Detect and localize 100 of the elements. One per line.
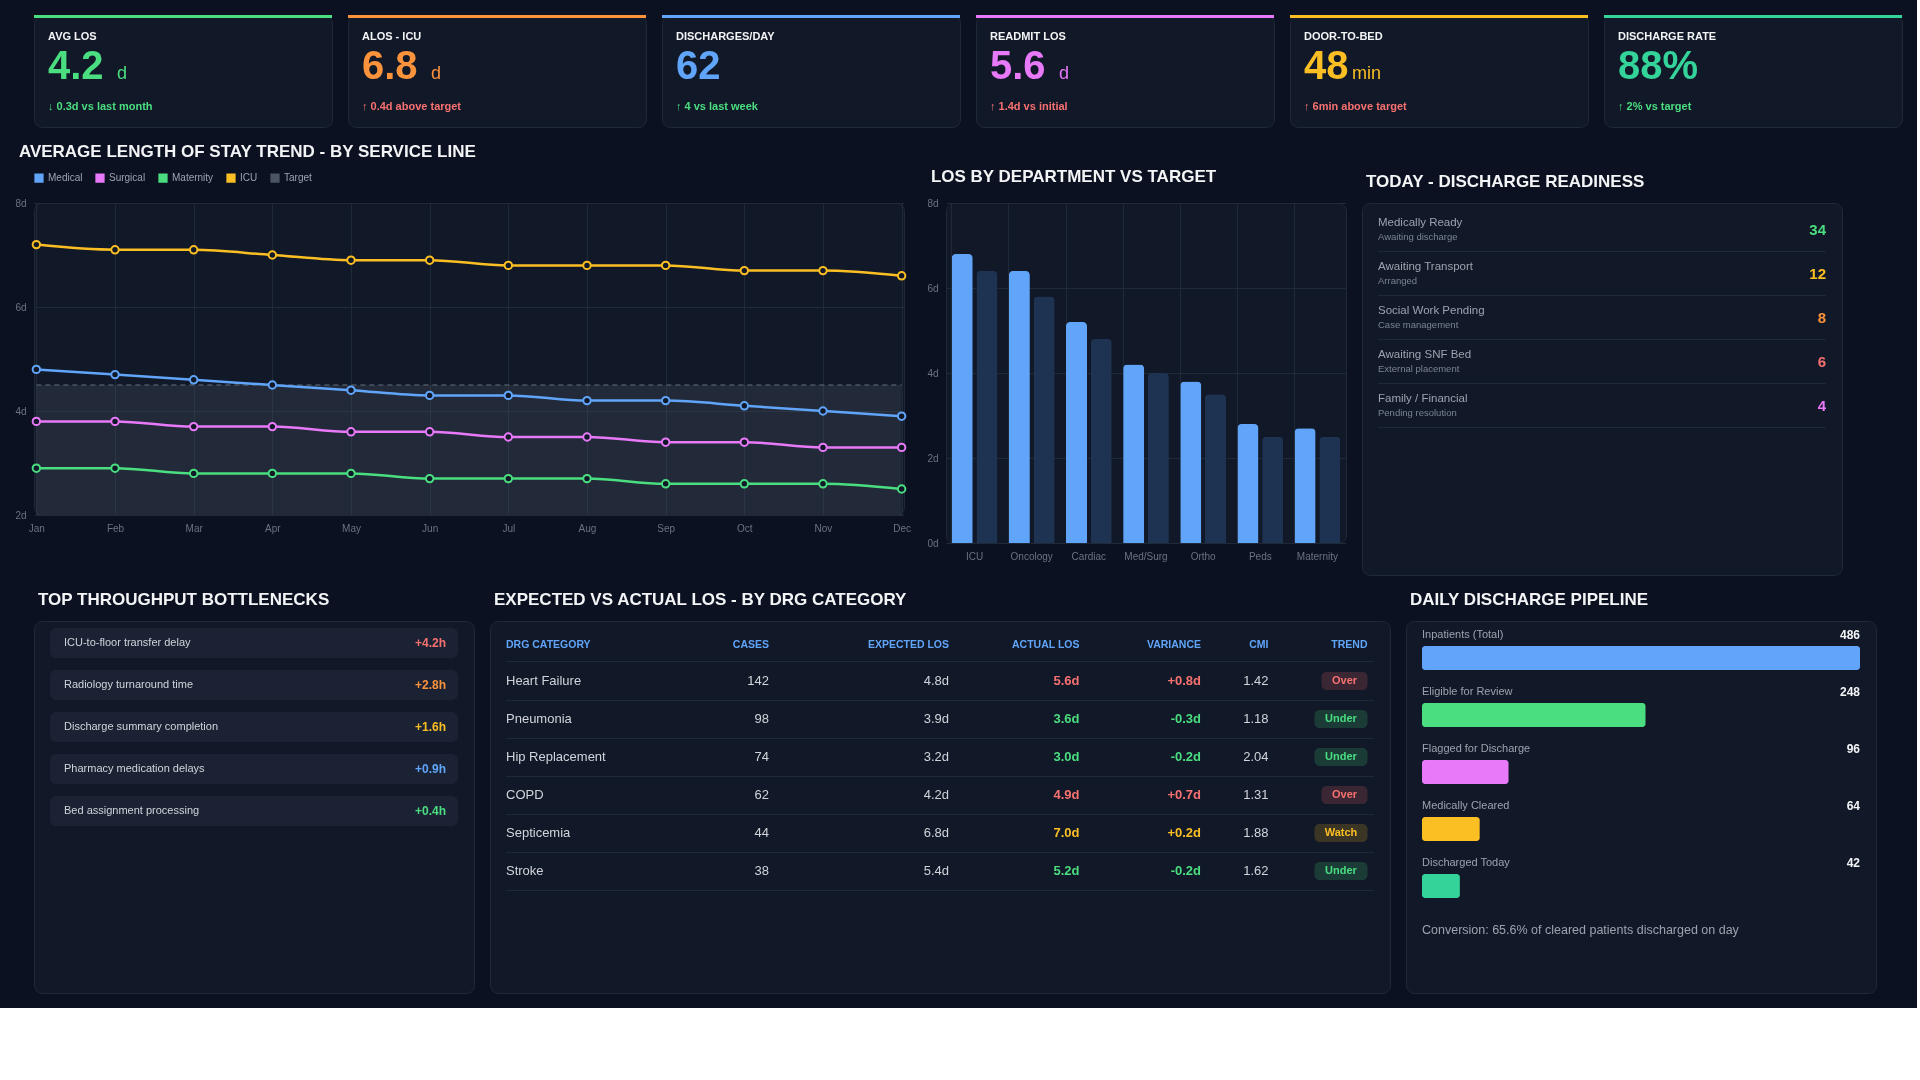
text: d xyxy=(117,63,128,83)
point xyxy=(31,364,42,375)
category-label: Hip Replacement xyxy=(506,749,607,764)
x-tick-label: Oct xyxy=(737,522,753,534)
point xyxy=(110,416,120,427)
point xyxy=(896,411,907,421)
text: EXPECTED VS ACTUAL LOS - BY DRG CATEGORY xyxy=(494,590,908,609)
y-tick-label: 8d xyxy=(15,197,27,209)
data-label: 3.0d xyxy=(1053,749,1080,764)
category-label: ICU-to-floor transfer delay xyxy=(64,636,192,648)
point xyxy=(582,260,592,271)
point xyxy=(267,250,278,260)
legend-label: Maternity xyxy=(172,172,214,184)
data-label: Over xyxy=(1331,674,1358,686)
point xyxy=(110,463,120,473)
text: TODAY - DISCHARGE READINESS xyxy=(1366,172,1645,191)
data-label: 8 xyxy=(1817,309,1826,326)
text: 5.6 xyxy=(990,43,1046,87)
y-tick-label: 4d xyxy=(15,405,27,417)
data-label: 74 xyxy=(754,749,769,764)
data-label: 12 xyxy=(1809,265,1826,282)
chart-title: AVERAGE LENGTH OF STAY TREND - BY SERVICE LINE xyxy=(18,142,476,161)
point xyxy=(346,255,356,265)
data-label: -0.2d xyxy=(1170,863,1202,878)
point xyxy=(660,395,671,406)
category-label: COPD xyxy=(506,787,544,802)
text: Conversion: 65.6% of cleared patients discharged on day xyxy=(1422,923,1740,937)
x-tick-label: Mar xyxy=(185,522,204,534)
point xyxy=(503,260,514,271)
point xyxy=(267,380,278,390)
bar xyxy=(1422,646,1860,670)
text: +0.4h xyxy=(414,804,446,818)
data-label: 486 xyxy=(1839,628,1861,642)
point xyxy=(818,479,828,489)
y-tick-label: 2d xyxy=(927,452,939,464)
point xyxy=(110,369,120,380)
x-tick-label: Jun xyxy=(422,522,439,534)
bar xyxy=(1180,381,1202,543)
point xyxy=(346,468,356,479)
x-tick-label: Peds xyxy=(1248,550,1272,562)
y-tick-label: Inpatients (Total) xyxy=(1422,628,1504,640)
series-label: CASES xyxy=(732,638,769,650)
x-tick-label: Ortho xyxy=(1190,550,1217,562)
bar xyxy=(1262,436,1284,543)
data-label: 4.9d xyxy=(1053,787,1080,802)
bar xyxy=(1422,760,1509,784)
data-label: 6 xyxy=(1817,353,1826,370)
point xyxy=(188,375,199,385)
y-tick-label: 8d xyxy=(927,197,939,209)
category-label: Social Work Pending xyxy=(1378,304,1485,316)
data-label: 44 xyxy=(754,825,769,840)
text: TOP THROUGHPUT BOTTLENECKS xyxy=(38,590,330,609)
point xyxy=(267,468,278,479)
text: ACTUAL LOS xyxy=(1012,638,1080,650)
data-label: Watch xyxy=(1324,826,1358,838)
point xyxy=(110,245,120,255)
point xyxy=(582,395,592,406)
data-label: +0.8d xyxy=(1167,673,1202,688)
category-label: Heart Failure xyxy=(506,673,582,688)
point xyxy=(818,265,828,276)
y-tick-label: Flagged for Discharge xyxy=(1422,742,1531,754)
text: ↑ 6min above target xyxy=(1304,100,1408,112)
point xyxy=(424,390,435,401)
legend-label: Target xyxy=(284,172,313,184)
text: DRG CATEGORY xyxy=(506,638,591,650)
data-label: 5.4d xyxy=(923,863,949,878)
x-tick-label: Maternity xyxy=(1296,550,1338,562)
text: CMI xyxy=(1249,638,1269,650)
data-label: 248 xyxy=(1839,685,1861,699)
bar xyxy=(1422,817,1480,841)
data-label: +0.2d xyxy=(1167,825,1202,840)
point xyxy=(660,437,671,447)
data-label: 142 xyxy=(747,673,769,688)
bar xyxy=(1205,394,1226,543)
category-label: Stroke xyxy=(506,863,544,878)
data-label: 3.6d xyxy=(1053,711,1080,726)
point xyxy=(267,421,278,432)
x-tick-label: ICU xyxy=(965,550,984,562)
y-tick-label: 4d xyxy=(927,367,939,379)
data-label: 4.2d xyxy=(923,787,949,802)
data-label: 38 xyxy=(754,863,769,878)
text: TREND xyxy=(1331,638,1368,650)
data-label: +0.7d xyxy=(1167,787,1202,802)
x-tick-label: Aug xyxy=(578,522,597,534)
x-tick-label: Nov xyxy=(814,522,833,534)
point xyxy=(739,479,750,489)
data-label: 6.8d xyxy=(923,825,949,840)
x-tick-label: Cardiac xyxy=(1071,550,1107,562)
text: min xyxy=(1352,63,1382,83)
text: Awaiting discharge xyxy=(1378,231,1458,242)
point xyxy=(582,432,592,442)
text: Pending resolution xyxy=(1378,407,1457,418)
data-label: 1.18 xyxy=(1243,711,1269,726)
text: DOOR-TO-BED xyxy=(1304,30,1383,42)
text: VARIANCE xyxy=(1146,638,1201,650)
chart-title: LOS BY DEPARTMENT VS TARGET xyxy=(930,167,1217,186)
text: +2.8h xyxy=(414,678,446,692)
y-tick-label: 6d xyxy=(927,282,939,294)
point xyxy=(503,390,514,401)
text: +4.2h xyxy=(414,636,446,650)
